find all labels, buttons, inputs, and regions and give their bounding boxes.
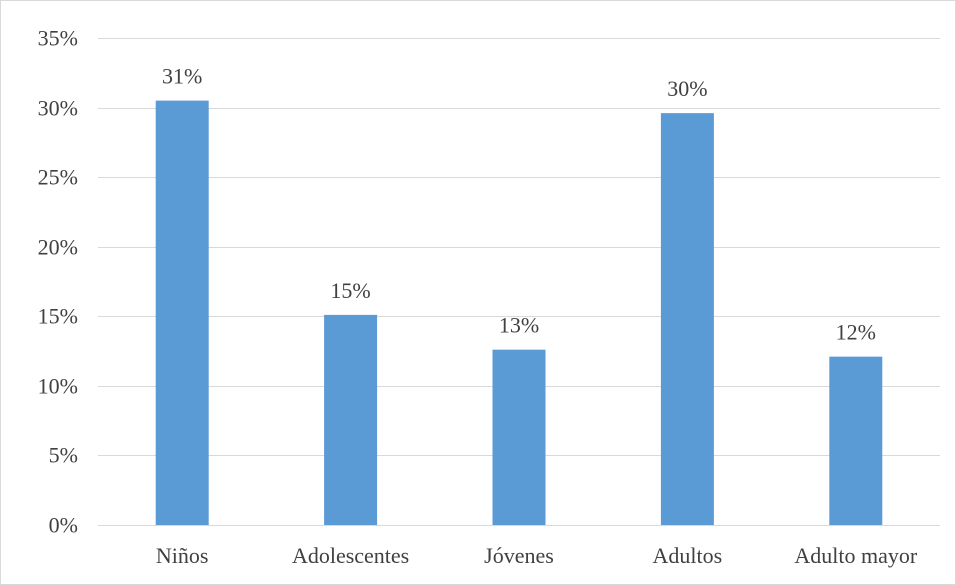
bar [155, 100, 209, 525]
y-tick-label: 35% [38, 26, 78, 51]
y-tick-label: 20% [38, 235, 78, 260]
data-label: 12% [836, 320, 876, 345]
gridlines [98, 38, 940, 526]
x-tick-label: Jóvenes [484, 543, 554, 568]
data-label: 30% [667, 76, 707, 101]
y-tick-label: 30% [38, 96, 78, 121]
y-tick-label: 5% [49, 443, 78, 468]
y-tick-label: 10% [38, 374, 78, 399]
x-tick-label: Adulto mayor [794, 543, 917, 568]
bars [155, 100, 883, 525]
x-tick-label: Niños [156, 543, 209, 568]
x-tick-label: Adolescentes [292, 543, 409, 568]
y-tick-label: 25% [38, 165, 78, 190]
data-label: 15% [330, 278, 370, 303]
x-axis-tick-labels: Niños Adolescentes Jóvenes Adultos Adulto ma… [156, 543, 918, 568]
bar [324, 314, 378, 525]
bar [660, 113, 714, 525]
data-labels: 31% 15% 13% 30% 12% [162, 64, 876, 345]
x-tick-label: Adultos [653, 543, 723, 568]
y-axis-tick-labels: 0% 5% 10% 15% 20% 25% 30% 35% [38, 26, 78, 538]
bar [492, 349, 546, 525]
y-tick-label: 0% [49, 513, 78, 538]
data-label: 31% [162, 64, 202, 89]
y-tick-label: 15% [38, 304, 78, 329]
bar [829, 356, 883, 525]
data-label: 13% [499, 313, 539, 338]
